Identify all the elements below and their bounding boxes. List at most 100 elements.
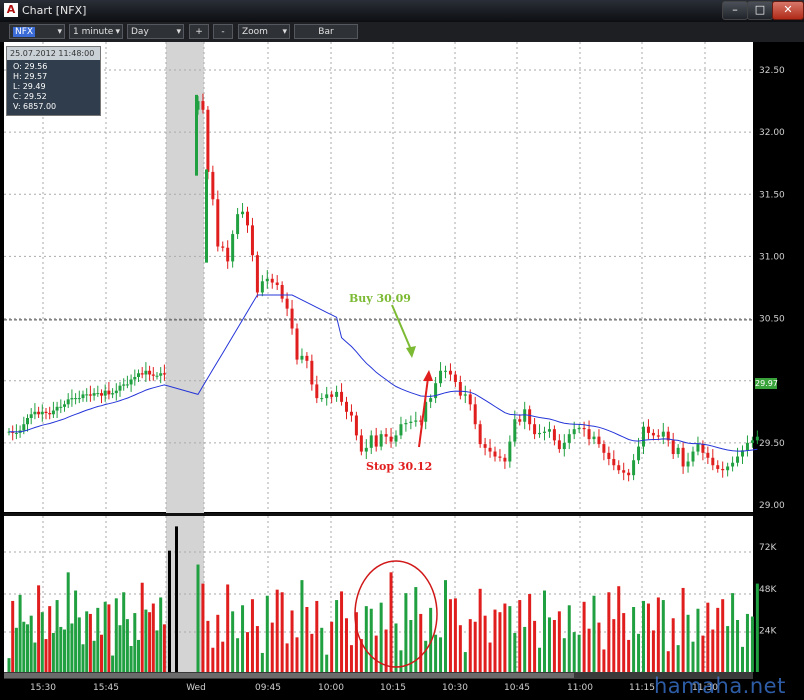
volume-bar	[612, 619, 616, 672]
candle-body	[162, 373, 166, 375]
candle-body	[622, 470, 626, 473]
candle-body	[409, 421, 413, 423]
volume-bar	[671, 618, 675, 672]
zoom-out-button[interactable]: -	[213, 24, 233, 39]
volume-bar	[88, 613, 92, 672]
volume-bar	[736, 620, 740, 672]
volume-bar	[270, 622, 274, 672]
volume-bar	[721, 599, 725, 672]
time-tick-label: 11:30	[692, 683, 718, 693]
candle-body	[216, 199, 220, 247]
volume-bar	[162, 624, 166, 672]
candle-body	[468, 394, 472, 405]
candle-body	[221, 246, 225, 248]
candle-body	[155, 375, 159, 377]
candle-body	[543, 431, 546, 433]
volume-bar	[414, 587, 418, 672]
volume-bar	[592, 595, 596, 672]
candle-body	[33, 411, 37, 415]
volume-bar	[547, 617, 551, 672]
candle-body	[637, 446, 641, 461]
candle-body	[587, 429, 591, 440]
candle-body	[354, 415, 358, 436]
volume-bar	[463, 652, 467, 672]
volume-bar	[22, 621, 26, 672]
candle-body	[597, 436, 601, 445]
candle-body	[37, 411, 41, 415]
volume-bar	[340, 591, 344, 672]
candle-body	[557, 440, 561, 450]
volume-bar	[518, 600, 522, 672]
volume-bar	[567, 605, 571, 672]
scrollbar-thumb[interactable]	[4, 673, 574, 678]
candle-body	[255, 255, 259, 293]
volume-bar	[246, 632, 249, 672]
candle-body	[211, 171, 215, 200]
candle-body	[745, 442, 749, 451]
range-select[interactable]: Day	[127, 24, 184, 40]
chart-type-button[interactable]: Bar	[294, 24, 358, 39]
candle-body	[750, 440, 754, 443]
candle-body	[140, 373, 144, 375]
volume-bar	[275, 589, 279, 672]
volume-bar	[582, 601, 586, 672]
zoom-select[interactable]: Zoom	[238, 24, 290, 40]
volume-bar	[7, 658, 11, 672]
ohlc-volume: V: 6857.00	[13, 102, 57, 111]
volume-bar	[11, 600, 15, 672]
volume-bar	[300, 580, 304, 672]
candle-body	[483, 444, 487, 448]
volume-bar	[66, 572, 70, 672]
symbol-select[interactable]: NFX	[9, 24, 65, 40]
volume-bar	[55, 600, 59, 672]
volume-bar	[691, 641, 695, 672]
candle-body	[473, 404, 477, 425]
ohlc-low: L: 29.49	[13, 82, 46, 91]
volume-bar	[44, 639, 48, 672]
candle-body	[701, 444, 705, 453]
candle-body	[632, 460, 636, 476]
candle-body	[55, 406, 59, 411]
volume-bar	[315, 600, 319, 672]
volume-bar	[349, 645, 353, 672]
close-button[interactable]: ✕	[772, 1, 804, 20]
volume-bar	[587, 628, 591, 672]
volume-bar	[661, 600, 665, 672]
candle-body	[666, 431, 670, 441]
volume-bar	[236, 638, 240, 672]
minimize-button[interactable]: –	[722, 1, 748, 20]
volume-bar	[439, 637, 443, 672]
volume-tick-label: 24K	[759, 626, 777, 636]
candle-body	[617, 465, 621, 471]
candle-body	[414, 420, 418, 422]
candle-body	[513, 419, 517, 442]
volume-bar	[473, 621, 477, 672]
time-tick-label: 10:00	[318, 683, 344, 693]
volume-bar	[310, 633, 314, 672]
volume-bar	[125, 619, 129, 672]
volume-bar	[453, 598, 457, 672]
volume-bar	[129, 646, 133, 672]
volume-bar	[33, 642, 37, 672]
volume-bar	[602, 649, 606, 672]
candle-body	[320, 398, 324, 400]
volume-bar	[750, 616, 754, 672]
zoom-in-button[interactable]: +	[189, 24, 209, 39]
volume-bar	[404, 593, 408, 672]
volume-bar	[175, 526, 178, 672]
candle-body	[691, 451, 695, 462]
volume-bar	[290, 610, 294, 672]
candle-body	[29, 414, 33, 418]
volume-bar	[533, 620, 537, 672]
candle-body	[118, 385, 122, 391]
volume-bar	[122, 592, 126, 672]
volume-bar	[118, 625, 122, 672]
candle-body	[151, 374, 155, 376]
candle-body	[478, 424, 482, 445]
interval-select[interactable]: 1 minute	[69, 24, 123, 40]
candle-body	[503, 457, 507, 462]
volume-bar	[379, 602, 383, 672]
candle-body	[661, 431, 665, 437]
time-tick-label: 10:30	[442, 683, 468, 693]
